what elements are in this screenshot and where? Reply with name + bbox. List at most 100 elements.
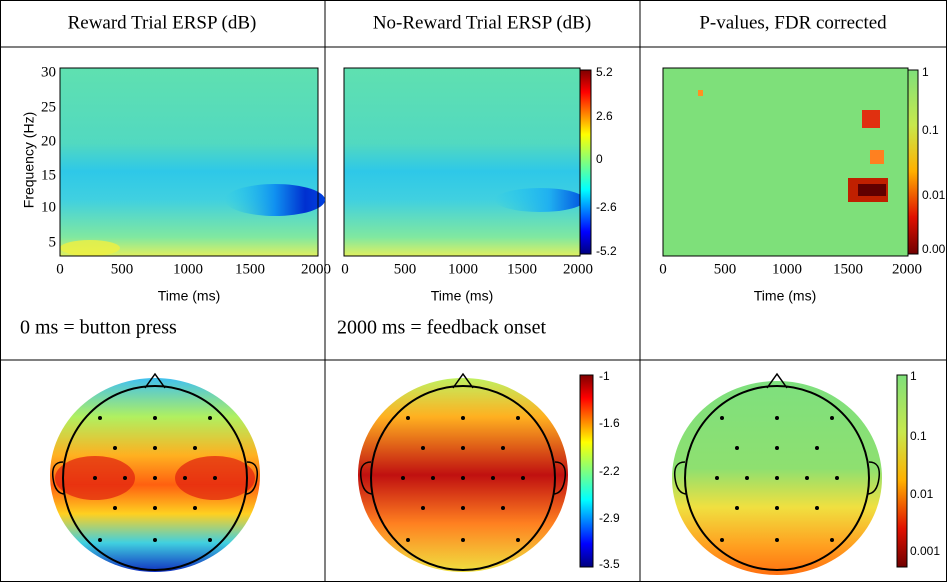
colorbar-label: 1 xyxy=(922,65,929,79)
x-tick-label: 1500 xyxy=(235,261,265,277)
scalp-map xyxy=(672,372,882,575)
x-tick-label: 1500 xyxy=(507,261,537,277)
colorbar-label: -2.9 xyxy=(599,511,620,525)
x-tick-label: 500 xyxy=(394,261,417,277)
x-tick-label: 2000 xyxy=(301,261,331,277)
electrode xyxy=(183,476,187,480)
scalp-map xyxy=(50,372,260,572)
note: 2000 ms = feedback onset xyxy=(337,317,546,339)
electrode xyxy=(720,538,724,542)
y-tick-label: 10 xyxy=(41,199,56,215)
electrode xyxy=(745,476,749,480)
electrode xyxy=(153,476,157,480)
electrode xyxy=(830,416,834,420)
electrode xyxy=(406,416,410,420)
electrode xyxy=(153,538,157,542)
electrode xyxy=(98,538,102,542)
colorbar-label: -1.6 xyxy=(599,416,620,430)
colorbar-label: -3.5 xyxy=(599,557,620,571)
colorbar-label: 5.2 xyxy=(596,65,613,79)
electrode xyxy=(113,506,117,510)
x-tick-label: 1000 xyxy=(772,261,802,277)
x-tick-label: 0 xyxy=(56,261,64,277)
y-tick-label: 5 xyxy=(49,234,57,250)
electrode xyxy=(521,476,525,480)
heatmap xyxy=(60,68,318,256)
electrode xyxy=(815,446,819,450)
electrode xyxy=(501,506,505,510)
electrode xyxy=(431,476,435,480)
x-tick-label: 0 xyxy=(659,261,667,277)
x-tick-label: 1000 xyxy=(173,261,203,277)
electrode xyxy=(193,506,197,510)
electrode xyxy=(720,416,724,420)
electrode xyxy=(715,476,719,480)
electrode xyxy=(775,476,779,480)
electrode xyxy=(830,538,834,542)
x-tick-label: 2000 xyxy=(892,261,922,277)
colorbar-label: 1 xyxy=(910,369,917,383)
column-header: No-Reward Trial ERSP (dB) xyxy=(373,12,591,33)
y-tick-label: 25 xyxy=(41,99,56,115)
heatmap-blob xyxy=(60,240,120,256)
colorbar-label: -1 xyxy=(599,369,610,383)
x-axis-label: Time (ms) xyxy=(754,288,816,304)
electrode xyxy=(123,476,127,480)
electrode xyxy=(153,506,157,510)
electrode xyxy=(113,446,117,450)
colorbar-label: 2.6 xyxy=(596,109,613,123)
colorbar xyxy=(907,69,919,255)
electrode xyxy=(775,416,779,420)
electrode xyxy=(208,538,212,542)
electrode xyxy=(516,416,520,420)
electrode xyxy=(775,506,779,510)
significance-blobs xyxy=(698,90,888,202)
electrode xyxy=(153,446,157,450)
electrode xyxy=(93,476,97,480)
x-axis-label: Time (ms) xyxy=(431,288,493,304)
colorbar-label: 0.01 xyxy=(922,188,946,202)
electrode xyxy=(213,476,217,480)
colorbar-label: -2.2 xyxy=(599,464,620,478)
electrode xyxy=(805,476,809,480)
electrode xyxy=(516,538,520,542)
x-tick-label: 2000 xyxy=(563,261,593,277)
electrode xyxy=(461,538,465,542)
y-axis-label: Frequency (Hz) xyxy=(21,112,37,208)
colorbar xyxy=(579,374,594,568)
electrode xyxy=(406,538,410,542)
y-tick-label: 20 xyxy=(41,133,56,149)
colorbar-label: 0.001 xyxy=(910,544,940,558)
x-tick-label: 1000 xyxy=(448,261,478,277)
colorbar-label: 0.01 xyxy=(910,487,934,501)
electrode xyxy=(835,476,839,480)
note: 0 ms = button press xyxy=(20,317,177,339)
electrode xyxy=(491,476,495,480)
colorbar-label: -5.2 xyxy=(596,244,617,258)
electrode xyxy=(401,476,405,480)
electrode xyxy=(735,446,739,450)
electrode xyxy=(461,476,465,480)
electrode xyxy=(815,506,819,510)
electrode xyxy=(775,446,779,450)
electrode xyxy=(421,446,425,450)
colorbar-label: 0 xyxy=(596,152,603,166)
x-tick-label: 500 xyxy=(714,261,737,277)
x-tick-label: 0 xyxy=(341,261,349,277)
electrode xyxy=(501,446,505,450)
electrode xyxy=(153,416,157,420)
heatmap-blob xyxy=(495,188,585,212)
x-axis-label: Time (ms) xyxy=(158,288,220,304)
y-tick-label: 30 xyxy=(41,64,56,80)
column-header: Reward Trial ERSP (dB) xyxy=(68,12,257,33)
electrode xyxy=(193,446,197,450)
electrode xyxy=(461,506,465,510)
x-tick-label: 1500 xyxy=(833,261,863,277)
colorbar-label: 0.001 xyxy=(922,242,947,256)
y-tick-label: 15 xyxy=(41,167,56,183)
electrode xyxy=(421,506,425,510)
colorbar-label: 0.1 xyxy=(922,123,939,137)
colorbar xyxy=(896,374,908,568)
electrode xyxy=(461,416,465,420)
